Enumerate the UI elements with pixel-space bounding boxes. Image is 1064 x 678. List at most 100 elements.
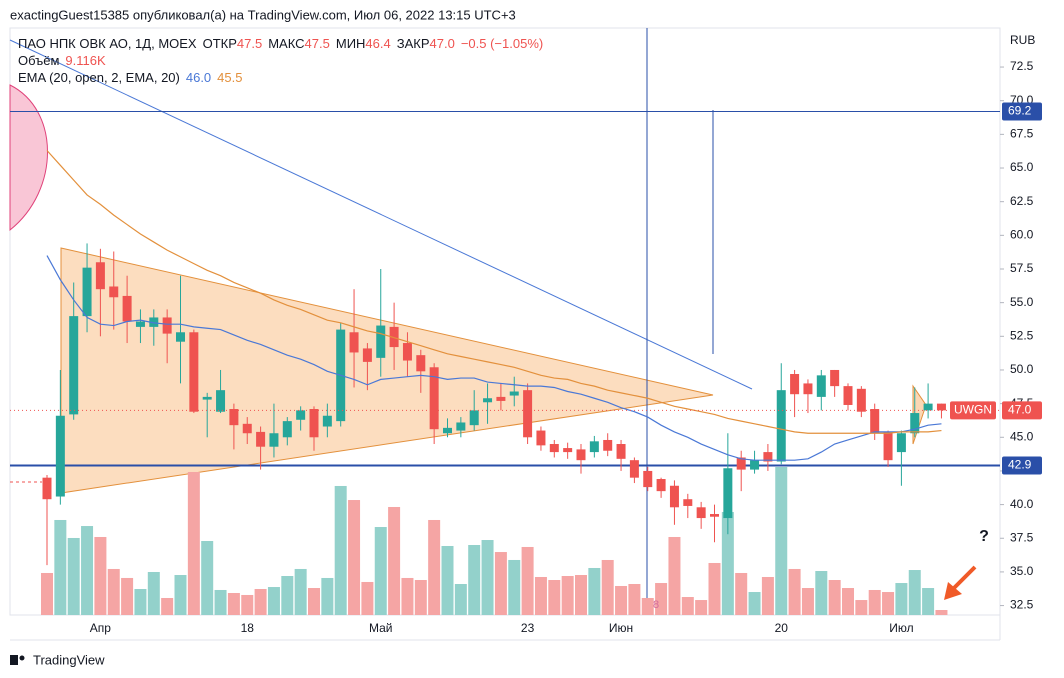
candle-body [402, 343, 412, 361]
y-tick-label: 55.0 [1010, 295, 1034, 309]
candle-body [696, 507, 706, 519]
candle-body [82, 267, 92, 317]
volume-bar [855, 600, 868, 615]
volume-label: Объём [18, 53, 59, 68]
y-tick-label: 72.5 [1010, 59, 1034, 73]
trend-line [9, 39, 753, 390]
candle-body [149, 317, 159, 327]
candle-body [296, 410, 306, 420]
candle-body [669, 485, 679, 508]
low-label: МИН [336, 36, 366, 51]
y-tick-label: 35.0 [1010, 564, 1034, 578]
volume-bar [534, 576, 547, 615]
volume-bar [468, 545, 481, 615]
volume-value: 9.116K [65, 53, 106, 68]
volume-bar [868, 589, 881, 615]
y-tick-label: 50.0 [1010, 362, 1034, 376]
open-label: ОТКР [203, 36, 237, 51]
volume-bar [708, 562, 721, 615]
candle-body [923, 403, 933, 411]
y-tick-label: 65.0 [1010, 160, 1034, 174]
logo: TradingView [10, 652, 105, 667]
volume-bar [454, 584, 467, 615]
candle-body [563, 448, 573, 453]
volume-bar [134, 588, 147, 615]
drawings [9, 28, 977, 615]
candle-body [643, 470, 653, 488]
candle-body [896, 433, 906, 453]
volume-bar [681, 597, 694, 615]
header: exactingGuest15385 опубликовал(а) на Tra… [10, 7, 516, 22]
x-tick-label: 18 [241, 621, 255, 635]
x-tick-label: Июл [889, 621, 913, 635]
level-label: 42.9 [1008, 458, 1032, 472]
candle-body [736, 457, 746, 470]
legend-ema: EMA (20, open, 2, EMA, 20) 46.0 45.5 [18, 70, 242, 85]
candle-body [936, 403, 946, 411]
ticker-label: UWGN [954, 403, 992, 417]
candle-body [683, 499, 693, 506]
volume-bar [308, 588, 320, 615]
candle-body [589, 441, 599, 453]
volume-bar [895, 583, 908, 615]
high-label: МАКС [268, 36, 304, 51]
volume-bar [81, 526, 94, 615]
level-tag [1002, 456, 1042, 475]
candle-body [496, 396, 506, 401]
volume-bar [601, 559, 614, 615]
question-mark: ? [979, 528, 989, 545]
candle-body [362, 348, 372, 362]
volume-bar [374, 527, 387, 615]
volume-bar [121, 577, 134, 615]
volume-bar [201, 541, 214, 615]
volume-bar [655, 583, 668, 615]
volume-bar [441, 545, 454, 615]
triangle-pattern [60, 247, 714, 494]
x-tick-label: 20 [775, 621, 789, 635]
candle-body [616, 444, 626, 459]
candle-body [803, 383, 813, 395]
volume-bar [267, 587, 280, 615]
volume-bar [481, 540, 494, 615]
candle-body [189, 332, 199, 412]
volume-bar [388, 506, 401, 615]
volume-bar [241, 594, 254, 615]
candle-body [856, 388, 866, 412]
volume-bar [815, 571, 828, 615]
candle-body [429, 367, 439, 430]
logo-mark [10, 655, 18, 665]
candle-body [376, 325, 386, 358]
volume-bar [908, 570, 921, 615]
candle-body [883, 431, 893, 461]
level-label: 69.2 [1008, 104, 1032, 118]
candle-body [202, 396, 212, 400]
y-tick-label: 62.5 [1010, 194, 1034, 208]
volume-bar [508, 559, 521, 615]
crosshair-label: 8 [653, 599, 659, 611]
x-tick-label: 23 [521, 621, 535, 635]
legend-volume: Объём 9.116K [18, 53, 106, 68]
candle-body [483, 398, 493, 403]
volume-bar [348, 500, 361, 615]
legend-ohlc: ПАО НПК ОВК АО, 1Д, MOEX ОТКР47.5 МАКС47.5… [18, 36, 543, 51]
volume-bar [935, 609, 948, 615]
volume-bar [641, 597, 654, 615]
volume-bar [334, 485, 347, 615]
candle-body [843, 386, 853, 405]
volume-bar [842, 588, 854, 615]
volume-bar [695, 600, 708, 615]
candle-body [776, 390, 786, 462]
candle-body [416, 355, 426, 372]
high-value: 47.5 [305, 36, 330, 51]
volume-bar [882, 592, 895, 615]
low-value: 46.4 [365, 36, 390, 51]
ema-label: EMA (20, open, 2, EMA, 20) [18, 70, 180, 85]
candle-body [576, 449, 586, 461]
volume-bar [361, 581, 374, 615]
candle-body [162, 317, 172, 334]
ticker-tag [950, 401, 996, 420]
arrow-head [944, 582, 962, 600]
volume-profile [9, 84, 48, 232]
candle-body [269, 433, 279, 447]
open-value: 47.5 [237, 36, 262, 51]
